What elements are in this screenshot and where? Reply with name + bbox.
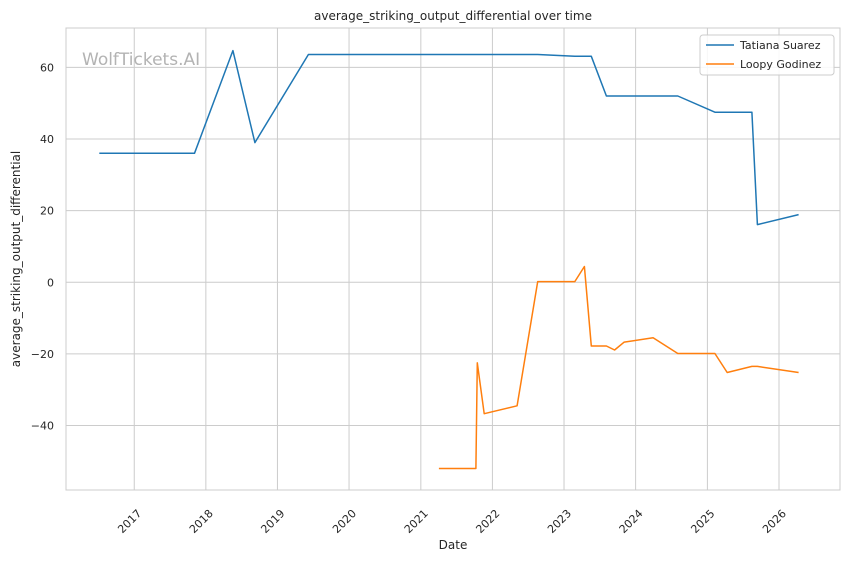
y-tick-label: −20 bbox=[31, 348, 54, 361]
y-tick-label: 40 bbox=[40, 133, 54, 146]
x-tick-label: 2017 bbox=[115, 507, 144, 536]
y-tick-label: 60 bbox=[40, 61, 54, 74]
x-tick-label: 2023 bbox=[545, 507, 574, 536]
y-axis-title: average_striking_output_differential bbox=[9, 151, 23, 367]
grid bbox=[66, 28, 840, 490]
x-tick-label: 2020 bbox=[330, 507, 359, 536]
series-line-loopy-godinez bbox=[438, 265, 799, 470]
series-line-tatiana-suarez bbox=[99, 49, 799, 226]
y-axis: 60 40 20 0 −20 −40 bbox=[31, 61, 54, 432]
chart-title: average_striking_output_differential ove… bbox=[314, 9, 592, 23]
y-tick-label: −40 bbox=[31, 420, 54, 433]
y-tick-label: 20 bbox=[40, 205, 54, 218]
legend-label-loopy-godinez: Loopy Godinez bbox=[740, 58, 821, 71]
x-axis: 2017 2018 2019 2020 2021 2022 2023 2024 2025 2026 bbox=[115, 507, 789, 536]
watermark: WolfTickets.AI bbox=[82, 50, 200, 70]
series-lines bbox=[99, 49, 799, 470]
x-tick-label: 2024 bbox=[617, 507, 646, 536]
x-tick-label: 2025 bbox=[688, 507, 717, 536]
x-tick-label: 2021 bbox=[402, 507, 431, 536]
x-tick-label: 2019 bbox=[258, 507, 287, 536]
y-tick-label: 0 bbox=[47, 276, 54, 289]
legend-label-tatiana-suarez: Tatiana Suarez bbox=[739, 39, 821, 52]
x-tick-label: 2022 bbox=[473, 507, 502, 536]
plot-area bbox=[65, 27, 841, 491]
x-tick-label: 2026 bbox=[760, 507, 789, 536]
x-axis-title: Date bbox=[439, 538, 468, 552]
x-tick-label: 2018 bbox=[187, 507, 216, 536]
legend: Tatiana Suarez Loopy Godinez bbox=[699, 34, 835, 76]
